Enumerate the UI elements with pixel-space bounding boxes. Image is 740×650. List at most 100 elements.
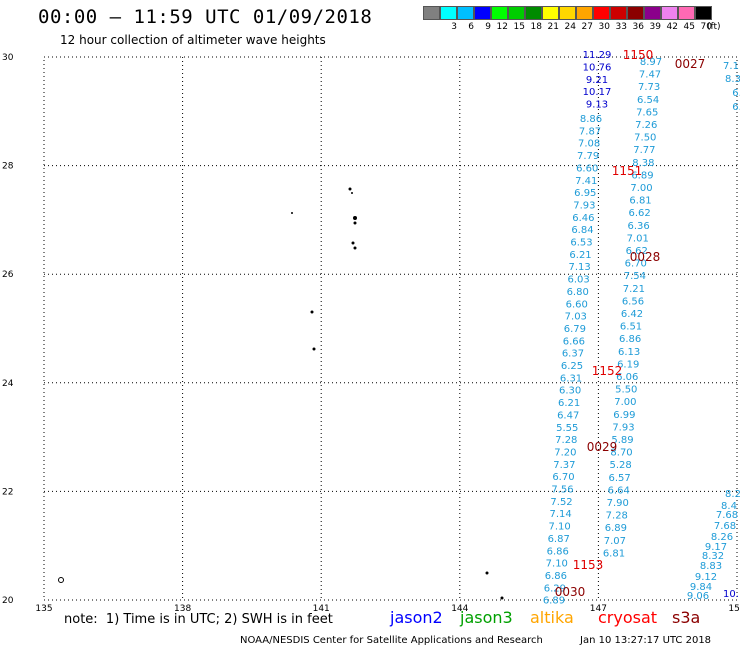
wave-height-value: 7.26 — [635, 120, 657, 131]
wave-height-value: 6.31 — [560, 373, 582, 384]
color-legend-swatch — [542, 6, 559, 20]
wave-height-value: 9.21 — [586, 75, 608, 86]
pass-time-label: 1150 — [623, 48, 654, 62]
y-tick-label: 24 — [2, 379, 14, 389]
wave-height-value: 7.90 — [607, 498, 629, 509]
wave-height-value: 6.53 — [570, 238, 592, 249]
wave-height-value: 7.87 — [579, 126, 601, 137]
wave-height-value: 7.68 — [716, 510, 738, 521]
color-legend-label: 12 — [496, 22, 508, 32]
wave-height-value: 7.79 — [577, 151, 599, 162]
island-shape — [353, 246, 357, 250]
x-tick-label: 150 — [728, 604, 740, 614]
color-legend-swatch — [576, 6, 593, 20]
wave-height-value: 6.19 — [617, 359, 639, 370]
wave-height-value: 10.17 — [583, 87, 612, 98]
wave-height-value: 7.54 — [624, 271, 646, 282]
wave-height-value: 8.26 — [711, 532, 733, 543]
y-tick-label: 20 — [2, 596, 14, 606]
wave-height-value: 6.86 — [545, 571, 567, 582]
wave-height-value: 6.30 — [559, 386, 581, 397]
wave-height-value: 10. — [723, 589, 739, 600]
wave-height-value: 6.51 — [620, 322, 642, 333]
wave-height-value: 7.00 — [614, 397, 636, 408]
color-legend-label: 9 — [485, 22, 491, 32]
wave-height-value: 6.89 — [543, 596, 565, 607]
color-legend — [423, 6, 712, 20]
wave-height-value: 8.70 — [610, 448, 632, 459]
color-legend-label: 18 — [530, 22, 542, 32]
wave-height-value: 7.93 — [612, 422, 634, 433]
color-legend-swatch — [525, 6, 542, 20]
wave-height-value: 6.87 — [548, 534, 570, 545]
wave-height-value: 6.06 — [616, 372, 638, 383]
wave-height-value: 7.1 — [723, 61, 739, 72]
wave-height-value: 6.70 — [552, 472, 574, 483]
wave-height-value: 8.4 — [721, 501, 737, 512]
color-legend-label: 24 — [564, 22, 576, 32]
wave-height-value: 6.79 — [564, 324, 586, 335]
wave-height-value: 7.50 — [634, 133, 656, 144]
satellite-legend-altika: altika — [530, 608, 574, 627]
wave-height-value: 7.01 — [627, 233, 649, 244]
wave-height-value: 8.86 — [580, 114, 602, 125]
wave-height-value: 8.83 — [700, 561, 722, 572]
x-tick-label: 144 — [451, 604, 468, 614]
wave-height-value: 11.29 — [583, 50, 612, 61]
wave-height-value: 6.89 — [631, 170, 653, 181]
wave-height-value: 7.21 — [623, 284, 645, 295]
color-legend-swatch — [593, 6, 610, 20]
y-tick-label: 22 — [2, 487, 13, 497]
color-legend-swatch — [610, 6, 627, 20]
wave-height-value: 6.62 — [628, 208, 650, 219]
wave-height-value: 6.60 — [576, 163, 598, 174]
wave-height-value: 6.21 — [569, 250, 591, 261]
wave-height-value: 6.89 — [605, 523, 627, 534]
pass-time-label: 1151 — [612, 164, 643, 178]
wave-height-value: 6.25 — [561, 361, 583, 372]
timestamp-text: Jan 10 13:27:17 UTC 2018 — [580, 635, 712, 646]
island-shape — [58, 577, 64, 583]
wave-height-value: 6.99 — [613, 410, 635, 421]
pass-time-label: 1152 — [592, 364, 623, 378]
y-tick-label: 30 — [2, 53, 14, 63]
wave-height-value: 7.47 — [639, 70, 661, 81]
wave-height-value: 6.95 — [574, 188, 596, 199]
pass-time-label: 1153 — [573, 558, 604, 572]
wave-height-value: 8.97 — [640, 57, 662, 68]
wave-height-value: 7.93 — [573, 200, 595, 211]
color-legend-labels: 3 6 9 12 15 18 21 24 27 30 33 36 39 42 45 70 — [423, 22, 712, 32]
wave-height-value: 6.86 — [547, 546, 569, 557]
color-legend-label: 3 — [451, 22, 457, 32]
color-legend-swatch — [644, 6, 661, 20]
color-legend-swatch — [423, 6, 440, 20]
wave-height-value: 9.12 — [695, 572, 717, 583]
x-tick-label: 141 — [313, 604, 330, 614]
credit-text: NOAA/NESDIS Center for Satellite Applica… — [240, 635, 543, 646]
pass-time-labels: 1150 0027 1151 0028 1152 0029 1153 0030 — [555, 48, 706, 599]
island-shape — [348, 187, 352, 191]
satellite-legend-s3a: s3a — [672, 608, 701, 627]
wave-height-value: 6.46 — [572, 213, 594, 224]
wave-height-value: 6.13 — [618, 347, 640, 358]
wave-height-value: 6.03 — [568, 275, 590, 286]
wave-height-value: 6.60 — [566, 299, 588, 310]
y-tick-label: 26 — [2, 270, 14, 280]
wave-height-value: 6.57 — [609, 473, 631, 484]
wave-height-value: 5.50 — [615, 385, 637, 396]
wave-height-value: 6.80 — [567, 287, 589, 298]
wave-height-value: 7.41 — [575, 176, 597, 187]
wave-height-value: 6. — [732, 88, 740, 99]
satellite-legend-jason2: jason2 — [390, 608, 443, 627]
satellite-tracks: 11.2910.769.2110.179.138.867.877.087.796… — [543, 50, 740, 607]
satellite-legend-cryosat: cryosat — [598, 608, 658, 627]
color-legend-swatch — [508, 6, 525, 20]
color-legend-label: 45 — [683, 22, 695, 32]
wave-height-value: 7.20 — [554, 447, 576, 458]
wave-height-value: 6.66 — [563, 336, 585, 347]
wave-height-value: 9.13 — [586, 100, 608, 111]
color-legend-label: 39 — [649, 22, 661, 32]
island-shape — [353, 216, 357, 220]
footer-note: note: 1) Time is in UTC; 2) SWH is in fe… — [64, 612, 333, 627]
color-legend-label: 27 — [581, 22, 593, 32]
